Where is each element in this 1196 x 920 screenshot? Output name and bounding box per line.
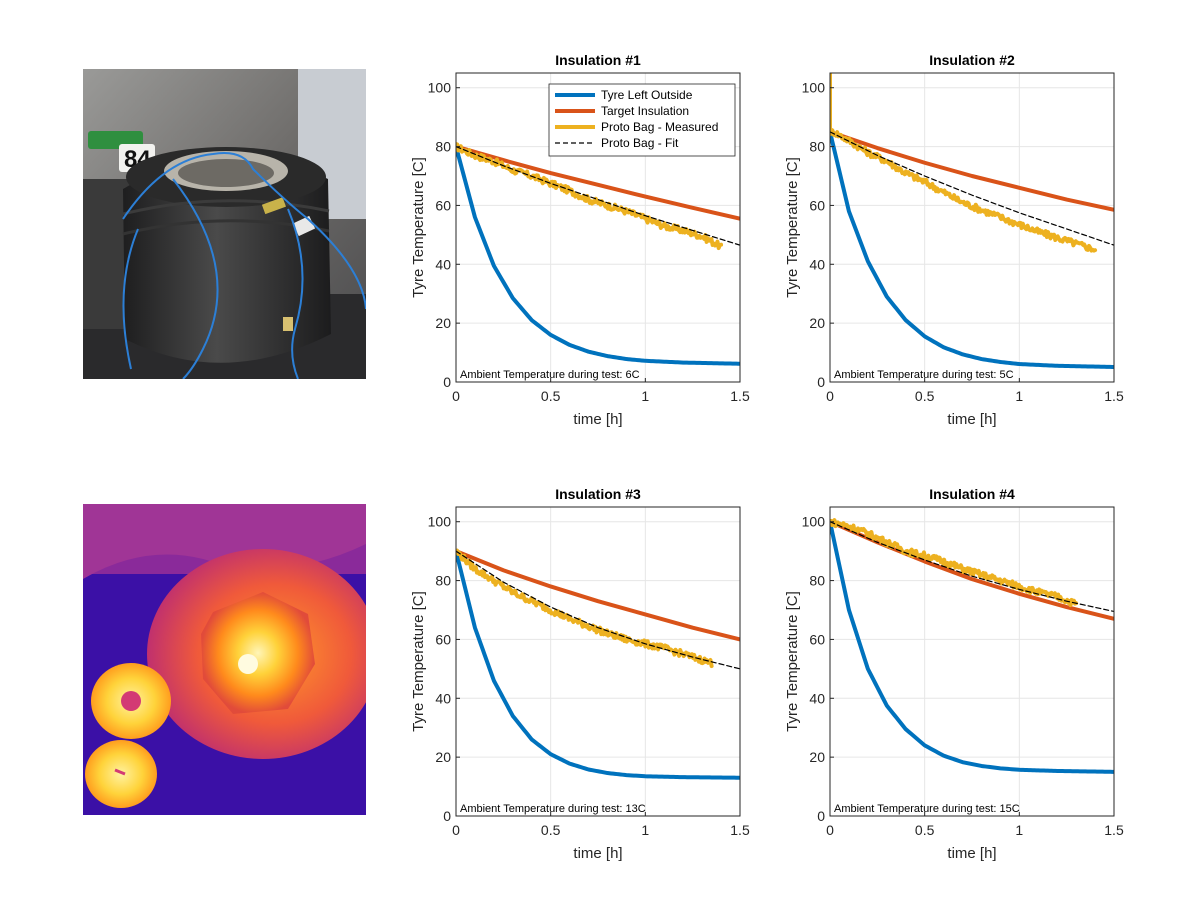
chart-3-ytick-label: 100 bbox=[428, 514, 452, 530]
chart-3-ytick-label: 60 bbox=[435, 631, 451, 647]
chart-2-ylabel: Tyre Temperature [C] bbox=[784, 157, 801, 298]
chart-3-series-proto-bag-measured bbox=[456, 548, 714, 669]
chart-3-plot-area bbox=[456, 507, 740, 816]
chart-4-xtick-label: 1 bbox=[1015, 822, 1023, 838]
chart-3-ambient-annotation: Ambient Temperature during test: 13C bbox=[460, 803, 646, 815]
chart-2-xtick-label: 1.5 bbox=[1104, 388, 1124, 404]
chart-1-ytick-label: 40 bbox=[435, 256, 451, 272]
chart-4-series-proto-bag-fit bbox=[830, 521, 1114, 613]
chart-4-xtick-label: 1.5 bbox=[1104, 822, 1124, 838]
chart-insulation-4: 0 0.5 1 1.5 0 20 40 60 80 100 Insulation #4 time [h… bbox=[784, 486, 1124, 862]
chart-1-xtick-label: 1.5 bbox=[730, 388, 750, 404]
chart-insulation-1: 0 0.5 1 1.5 0 20 40 60 80 100 Insulation #1 time [h… bbox=[410, 52, 750, 428]
chart-4-xtick-label: 0 bbox=[826, 822, 834, 838]
chart-2-xtick-label: 1 bbox=[1015, 388, 1023, 404]
chart-4-ytick-label: 40 bbox=[809, 690, 825, 706]
chart-1-legend-entry: Tyre Left Outside bbox=[601, 88, 693, 102]
tyre-photo: 84 bbox=[83, 69, 366, 379]
chart-1-xtick-label: 0.5 bbox=[541, 388, 561, 404]
chart-insulation-2: 0 0.5 1 1.5 0 20 40 60 80 100 Insulation #2 time [h… bbox=[784, 52, 1124, 428]
chart-4-ytick-label: 20 bbox=[809, 749, 825, 765]
chart-3-ytick-label: 0 bbox=[443, 808, 451, 824]
chart-3-ytick-label: 40 bbox=[435, 690, 451, 706]
chart-4-ytick-label: 100 bbox=[802, 514, 826, 530]
chart-4-ytick-label: 0 bbox=[817, 808, 825, 824]
chart-2-ytick-label: 20 bbox=[809, 315, 825, 331]
chart-1-legend-entry: Target Insulation bbox=[601, 104, 689, 118]
chart-4-ambient-annotation: Ambient Temperature during test: 15C bbox=[834, 803, 1020, 815]
chart-3-xtick-label: 0 bbox=[452, 822, 460, 838]
chart-4-ytick-label: 80 bbox=[809, 573, 825, 589]
chart-3-ytick-label: 80 bbox=[435, 573, 451, 589]
chart-1-ylabel: Tyre Temperature [C] bbox=[410, 157, 427, 298]
chart-1-title: Insulation #1 bbox=[555, 52, 641, 68]
chart-2-xlabel: time [h] bbox=[947, 411, 996, 428]
chart-2-series-proto-bag-fit bbox=[830, 131, 1114, 246]
chart-3-series-proto-bag-fit bbox=[456, 550, 740, 670]
chart-1-legend-entry: Proto Bag - Fit bbox=[601, 136, 679, 150]
chart-3-xtick-label: 1.5 bbox=[730, 822, 750, 838]
chart-2-ytick-label: 100 bbox=[802, 80, 826, 96]
chart-1-ytick-label: 0 bbox=[443, 374, 451, 390]
chart-3-series-tyre-left-outside bbox=[456, 549, 740, 780]
chart-2-ytick-label: 60 bbox=[809, 197, 825, 213]
chart-3-xlabel: time [h] bbox=[573, 845, 622, 862]
chart-2-ambient-annotation: Ambient Temperature during test: 5C bbox=[834, 369, 1014, 381]
chart-1-legend-entry: Proto Bag - Measured bbox=[601, 120, 718, 134]
chart-2-ytick-label: 40 bbox=[809, 256, 825, 272]
chart-4-axes-box bbox=[829, 506, 1115, 817]
chart-1-xlabel: time [h] bbox=[573, 411, 622, 428]
chart-2-plot-area bbox=[830, 73, 1114, 382]
chart-insulation-3: 0 0.5 1 1.5 0 20 40 60 80 100 Insulation #3 time [h… bbox=[410, 486, 750, 862]
tyre-photo-drawing: 84 bbox=[83, 69, 366, 379]
chart-1-ambient-annotation: Ambient Temperature during test: 6C bbox=[460, 369, 640, 381]
chart-2-xtick-label: 0 bbox=[826, 388, 834, 404]
chart-1-xtick-label: 0 bbox=[452, 388, 460, 404]
chart-1-series-target-insulation bbox=[456, 144, 740, 221]
chart-4-xtick-label: 0.5 bbox=[915, 822, 935, 838]
chart-1-series-proto-bag-measured bbox=[456, 142, 724, 251]
chart-3-ytick-label: 20 bbox=[435, 749, 451, 765]
chart-4-title: Insulation #4 bbox=[929, 486, 1015, 502]
chart-1-xtick-label: 1 bbox=[641, 388, 649, 404]
chart-2-title: Insulation #2 bbox=[929, 52, 1015, 68]
chart-3-axes-box bbox=[455, 506, 741, 817]
chart-2-series-tyre-left-outside bbox=[830, 129, 1114, 369]
chart-1-ytick-label: 100 bbox=[428, 80, 452, 96]
chart-1-series-tyre-left-outside bbox=[456, 144, 740, 366]
thermal-photo-drawing bbox=[83, 504, 366, 815]
chart-4-ylabel: Tyre Temperature [C] bbox=[784, 591, 801, 732]
chart-3-xtick-label: 1 bbox=[641, 822, 649, 838]
chart-3-series-target-insulation bbox=[456, 549, 740, 642]
chart-2-series-proto-bag-measured bbox=[830, 73, 1098, 253]
chart-1-legend: Tyre Left Outside Target Insulation Proto … bbox=[548, 83, 736, 157]
chart-3-ylabel: Tyre Temperature [C] bbox=[410, 591, 427, 732]
chart-1-series-proto-bag-fit bbox=[456, 145, 740, 246]
chart-1-ytick-label: 60 bbox=[435, 197, 451, 213]
chart-3-xtick-label: 0.5 bbox=[541, 822, 561, 838]
chart-2-ytick-label: 80 bbox=[809, 139, 825, 155]
chart-4-ytick-label: 60 bbox=[809, 631, 825, 647]
chart-2-series-target-insulation bbox=[830, 129, 1114, 212]
chart-1-ytick-label: 20 bbox=[435, 315, 451, 331]
chart-1-ytick-label: 80 bbox=[435, 139, 451, 155]
thermal-photo bbox=[83, 504, 366, 815]
chart-2-xtick-label: 0.5 bbox=[915, 388, 935, 404]
chart-2-axes-box bbox=[829, 72, 1115, 383]
chart-3-title: Insulation #3 bbox=[555, 486, 641, 502]
chart-4-xlabel: time [h] bbox=[947, 845, 996, 862]
chart-1-axes-box bbox=[455, 72, 741, 383]
chart-4-series-tyre-left-outside bbox=[830, 519, 1114, 774]
chart-2-ytick-label: 0 bbox=[817, 374, 825, 390]
